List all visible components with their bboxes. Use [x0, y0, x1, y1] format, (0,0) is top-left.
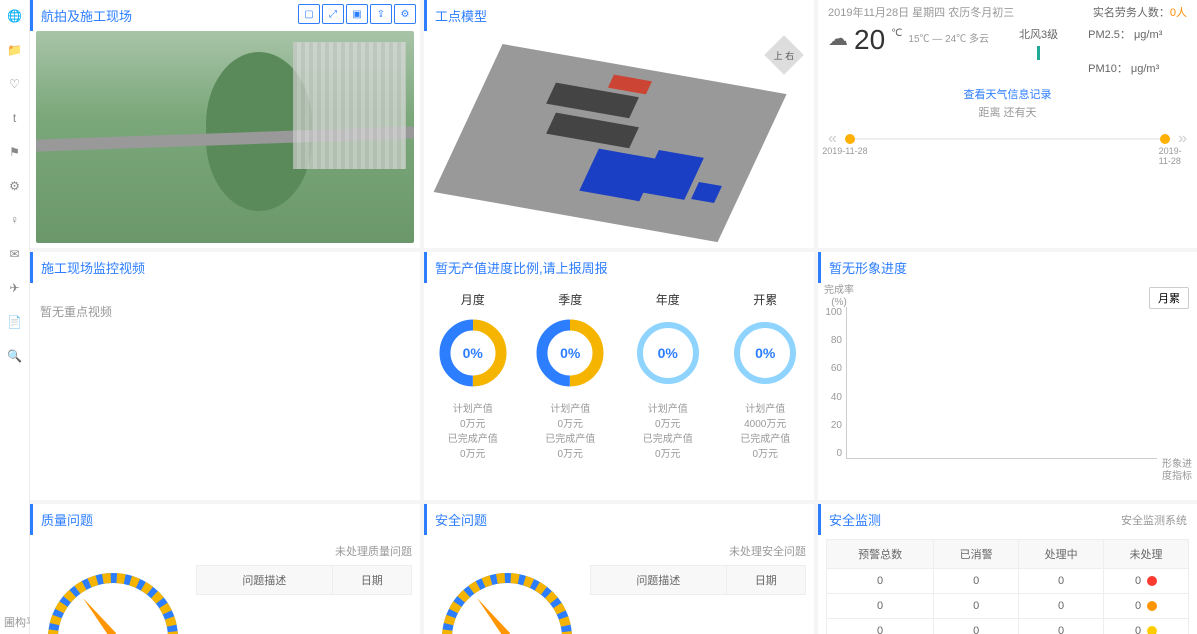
safety-gauge — [432, 543, 582, 634]
tool-expand-icon[interactable]: ⤢ — [322, 4, 344, 24]
video-empty: 暂无重点视频 — [30, 283, 420, 340]
monitor-header: 处理中 — [1019, 540, 1104, 569]
panel-model: 工点模型 上 右 — [424, 0, 814, 248]
monitor-sub[interactable]: 安全监测系统 — [1121, 512, 1187, 528]
monitor-title: 安全监测 — [818, 504, 889, 535]
panel-weather: 2019年11月28日 星期四 农历冬月初三 实名劳务人数：0人 ☁ 20 ℃ … — [818, 0, 1197, 248]
safety-col-date: 日期 — [726, 566, 805, 595]
quality-table: 未处理质量问题 问题描述 日期 — [196, 543, 412, 634]
panel-aerial: 航拍及施工现场 ▢ ⤢ ▣ ⇪ ⚙ — [30, 0, 420, 248]
progress-title: 暂无产值进度比例,请上报周报 — [424, 252, 814, 283]
compass-icon: 上 右 — [764, 35, 804, 75]
safety-table: 未处理安全问题 问题描述 日期 — [590, 543, 806, 634]
safety-col-desc: 问题描述 — [591, 566, 727, 595]
model-viewport[interactable]: 上 右 — [430, 31, 808, 243]
nav-globe-icon[interactable]: 🌐 — [7, 8, 23, 24]
aerial-photo[interactable] — [36, 31, 414, 243]
monitor-header: 未处理 — [1104, 540, 1189, 569]
nav-folder-icon[interactable]: 📁 — [7, 42, 23, 58]
quality-sub: 未处理质量问题 — [196, 543, 412, 559]
tool-save-icon[interactable]: ▣ — [346, 4, 368, 24]
aerial-toolbar: ▢ ⤢ ▣ ⇪ ⚙ — [298, 4, 416, 24]
safety-sub: 未处理安全问题 — [590, 543, 806, 559]
weather-slider: « 2019-11-28 2019-11-28 » — [828, 130, 1187, 148]
tool-settings-icon[interactable]: ⚙ — [394, 4, 416, 24]
image-progress-title: 暂无形象进度 — [818, 252, 1197, 283]
weather-pm: PM2.5： μg/m³ PM10： μg/m³ — [1088, 26, 1162, 80]
donut-月度: 月度0%计划产值0万元已完成产值0万元 — [428, 291, 518, 462]
video-title: 施工现场监控视频 — [30, 252, 420, 283]
chart-yticks: 100806040200 — [822, 307, 842, 459]
quality-gauge — [38, 543, 188, 634]
tool-share-icon[interactable]: ⇪ — [370, 4, 392, 24]
nav-t-icon[interactable]: t — [7, 110, 23, 126]
monitor-header: 已消警 — [934, 540, 1019, 569]
nav-inbox-icon[interactable]: ✉ — [7, 246, 23, 262]
panel-safety: 安全问题 未处理安全问题 问题描述 日期 — [424, 504, 814, 634]
weather-countdown: 距离 还有天 — [828, 104, 1187, 120]
quality-title: 质量问题 — [30, 504, 420, 535]
sidebar: 🌐 📁 ♡ t ⚑ ⚙ ♀ ✉ ✈ 📄 🔍 — [0, 0, 30, 634]
weather-wind: 北风3级 — [1019, 26, 1058, 60]
weather-temp: ☁ 20 ℃ 15℃ — 24℃ 多云 — [828, 26, 989, 54]
monitor-row: 0000 — [827, 569, 1189, 594]
weather-date: 2019年11月28日 星期四 农历冬月初三 — [828, 4, 1014, 20]
nav-case-icon[interactable]: 📄 — [7, 314, 23, 330]
slider-track[interactable]: 2019-11-28 2019-11-28 — [845, 138, 1170, 140]
nav-heart-icon[interactable]: ♡ — [7, 76, 23, 92]
chart-plot-area — [846, 307, 1157, 459]
safety-title: 安全问题 — [424, 504, 814, 535]
monitor-header: 预警总数 — [827, 540, 934, 569]
donut-年度: 年度0%计划产值0万元已完成产值0万元 — [623, 291, 713, 462]
nav-search-icon[interactable]: 🔍 — [7, 348, 23, 364]
monitor-table: 预警总数已消警处理中未处理000000000000 — [826, 539, 1189, 634]
panel-progress: 暂无产值进度比例,请上报周报 月度0%计划产值0万元已完成产值0万元季度0%计划… — [424, 252, 814, 500]
monitor-row: 0000 — [827, 619, 1189, 634]
nav-send-icon[interactable]: ✈ — [7, 280, 23, 296]
labor-count: 实名劳务人数：0人 — [1093, 4, 1187, 20]
chart-period-button[interactable]: 月累 — [1149, 287, 1189, 309]
main-grid: 航拍及施工现场 ▢ ⤢ ▣ ⇪ ⚙ 工点模型 上 右 2019年11月28日 星… — [30, 0, 1197, 634]
panel-quality: 质量问题 未处理质量问题 问题描述 日期 — [30, 504, 420, 634]
weather-history-link[interactable]: 查看天气信息记录 — [964, 89, 1052, 101]
nav-bulb-icon[interactable]: ♀ — [7, 212, 23, 228]
image-progress-chart: 月累 完成率(%) 100806040200 形象进度指标 — [818, 283, 1197, 483]
cloud-icon: ☁ — [828, 26, 848, 51]
chart-xlabel: 形象进度指标 — [1159, 459, 1195, 483]
panel-monitor: 安全监测 安全监测系统 预警总数已消警处理中未处理000000000000 — [818, 504, 1197, 634]
nav-gear-icon[interactable]: ⚙ — [7, 178, 23, 194]
nav-flag-icon[interactable]: ⚑ — [7, 144, 23, 160]
panel-image-progress: 暂无形象进度 月累 完成率(%) 100806040200 形象进度指标 — [818, 252, 1197, 500]
donut-季度: 季度0%计划产值0万元已完成产值0万元 — [525, 291, 615, 462]
model-title: 工点模型 — [424, 0, 814, 31]
donut-开累: 开累0%计划产值4000万元已完成产值0万元 — [720, 291, 810, 462]
quality-col-desc: 问题描述 — [197, 566, 333, 595]
quality-col-date: 日期 — [332, 566, 411, 595]
tool-device-icon[interactable]: ▢ — [298, 4, 320, 24]
monitor-row: 0000 — [827, 594, 1189, 619]
chart-ylabel: 完成率(%) — [824, 285, 854, 309]
progress-donuts: 月度0%计划产值0万元已完成产值0万元季度0%计划产值0万元已完成产值0万元年度… — [424, 283, 814, 462]
panel-video: 施工现场监控视频 暂无重点视频 — [30, 252, 420, 500]
